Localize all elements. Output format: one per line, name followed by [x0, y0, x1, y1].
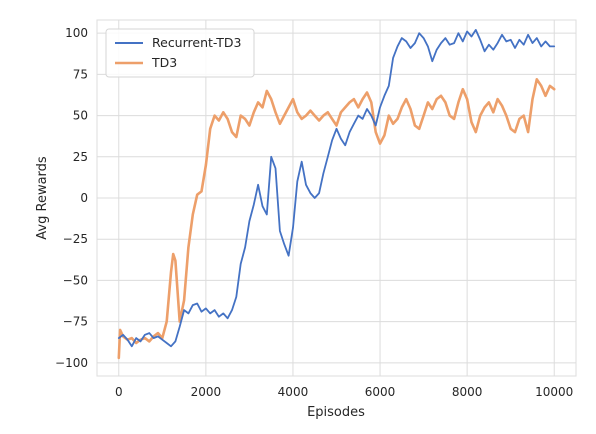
y-tick-label: 0 — [80, 191, 88, 205]
x-tick-label: 6000 — [365, 385, 396, 399]
x-tick-label: 8000 — [452, 385, 483, 399]
series-line-recurrent-td3 — [117, 29, 556, 348]
series-line-td3 — [117, 78, 556, 360]
y-tick-label: 25 — [73, 150, 88, 164]
legend-label-recurrent-td3: Recurrent-TD3 — [152, 35, 241, 50]
x-tick-label: 2000 — [191, 385, 222, 399]
series-group — [117, 29, 556, 360]
x-tick-label: 0 — [115, 385, 123, 399]
x-axis-label: Episodes — [307, 405, 365, 420]
x-axis-ticks: 0 2000 4000 6000 8000 10000 — [115, 385, 573, 399]
y-tick-label: −25 — [63, 232, 88, 246]
y-tick-label: −50 — [63, 273, 88, 287]
y-tick-label: −100 — [55, 356, 88, 370]
y-tick-label: 50 — [73, 109, 88, 123]
y-axis-ticks: −100 −75 −50 −25 0 25 50 75 100 — [55, 26, 88, 370]
y-tick-label: −75 — [63, 315, 88, 329]
y-tick-label: 100 — [65, 26, 88, 40]
x-tick-label: 10000 — [535, 385, 573, 399]
y-axis-label: Avg Rewards — [35, 156, 50, 240]
x-tick-label: 4000 — [278, 385, 309, 399]
legend: Recurrent-TD3 TD3 — [105, 28, 255, 78]
legend-box — [105, 28, 255, 78]
y-tick-label: 75 — [73, 67, 88, 81]
legend-label-td3: TD3 — [151, 55, 177, 70]
